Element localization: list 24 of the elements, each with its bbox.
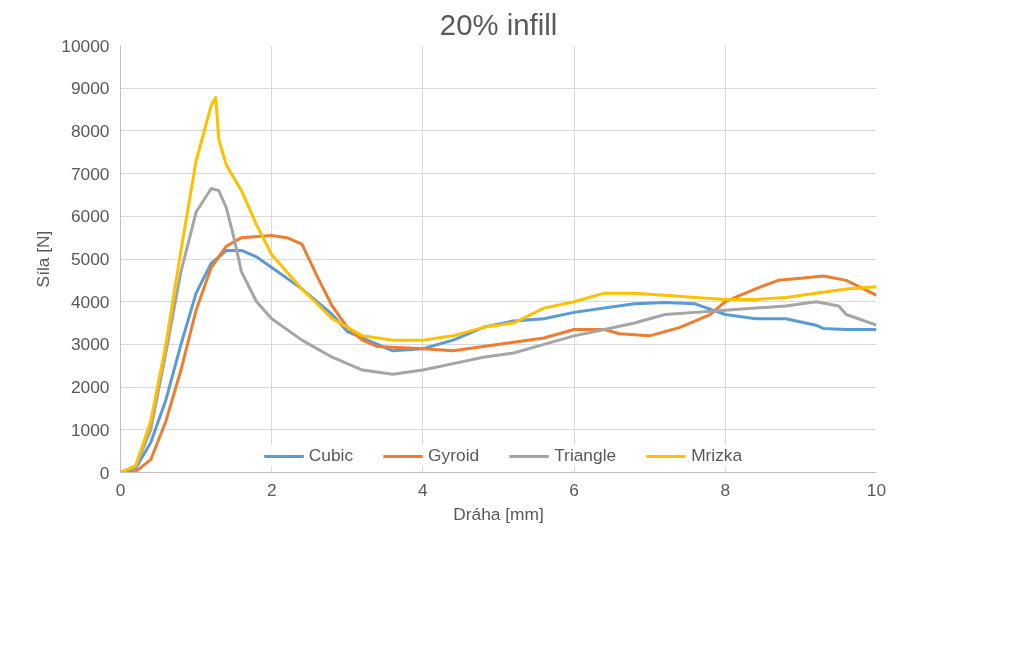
x-tick-label: 6	[569, 479, 579, 500]
y-tick-label: 6000	[70, 206, 110, 227]
y-tick-label: 3000	[70, 334, 110, 355]
legend-label: Cubic	[308, 445, 354, 466]
y-axis-title: Síla [N]	[33, 230, 54, 288]
x-tick-label: 10	[866, 479, 887, 500]
y-tick-label: 2000	[70, 377, 110, 398]
y-tick-label: 1000	[70, 419, 110, 440]
x-axis-title: Dráha [mm]	[453, 503, 544, 524]
legend-label: Gyroid	[428, 445, 480, 466]
y-tick-label: 0	[99, 462, 110, 483]
chart-title: 20% infill	[439, 7, 558, 41]
y-tick-label: 5000	[70, 249, 110, 269]
y-tick-label: 9000	[70, 78, 110, 99]
x-tick-label: 8	[720, 479, 731, 500]
x-tick-label: 0	[115, 479, 126, 500]
y-tick-label: 4000	[70, 291, 110, 312]
y-tick-label: 7000	[70, 163, 110, 184]
y-tick-label: 10000	[61, 35, 110, 56]
x-tick-label: 2	[266, 479, 277, 500]
x-tick-label: 4	[418, 479, 429, 500]
legend-label: Triangle	[554, 445, 617, 466]
y-tick-label: 8000	[70, 120, 110, 141]
legend-label: Mrizka	[691, 445, 743, 466]
